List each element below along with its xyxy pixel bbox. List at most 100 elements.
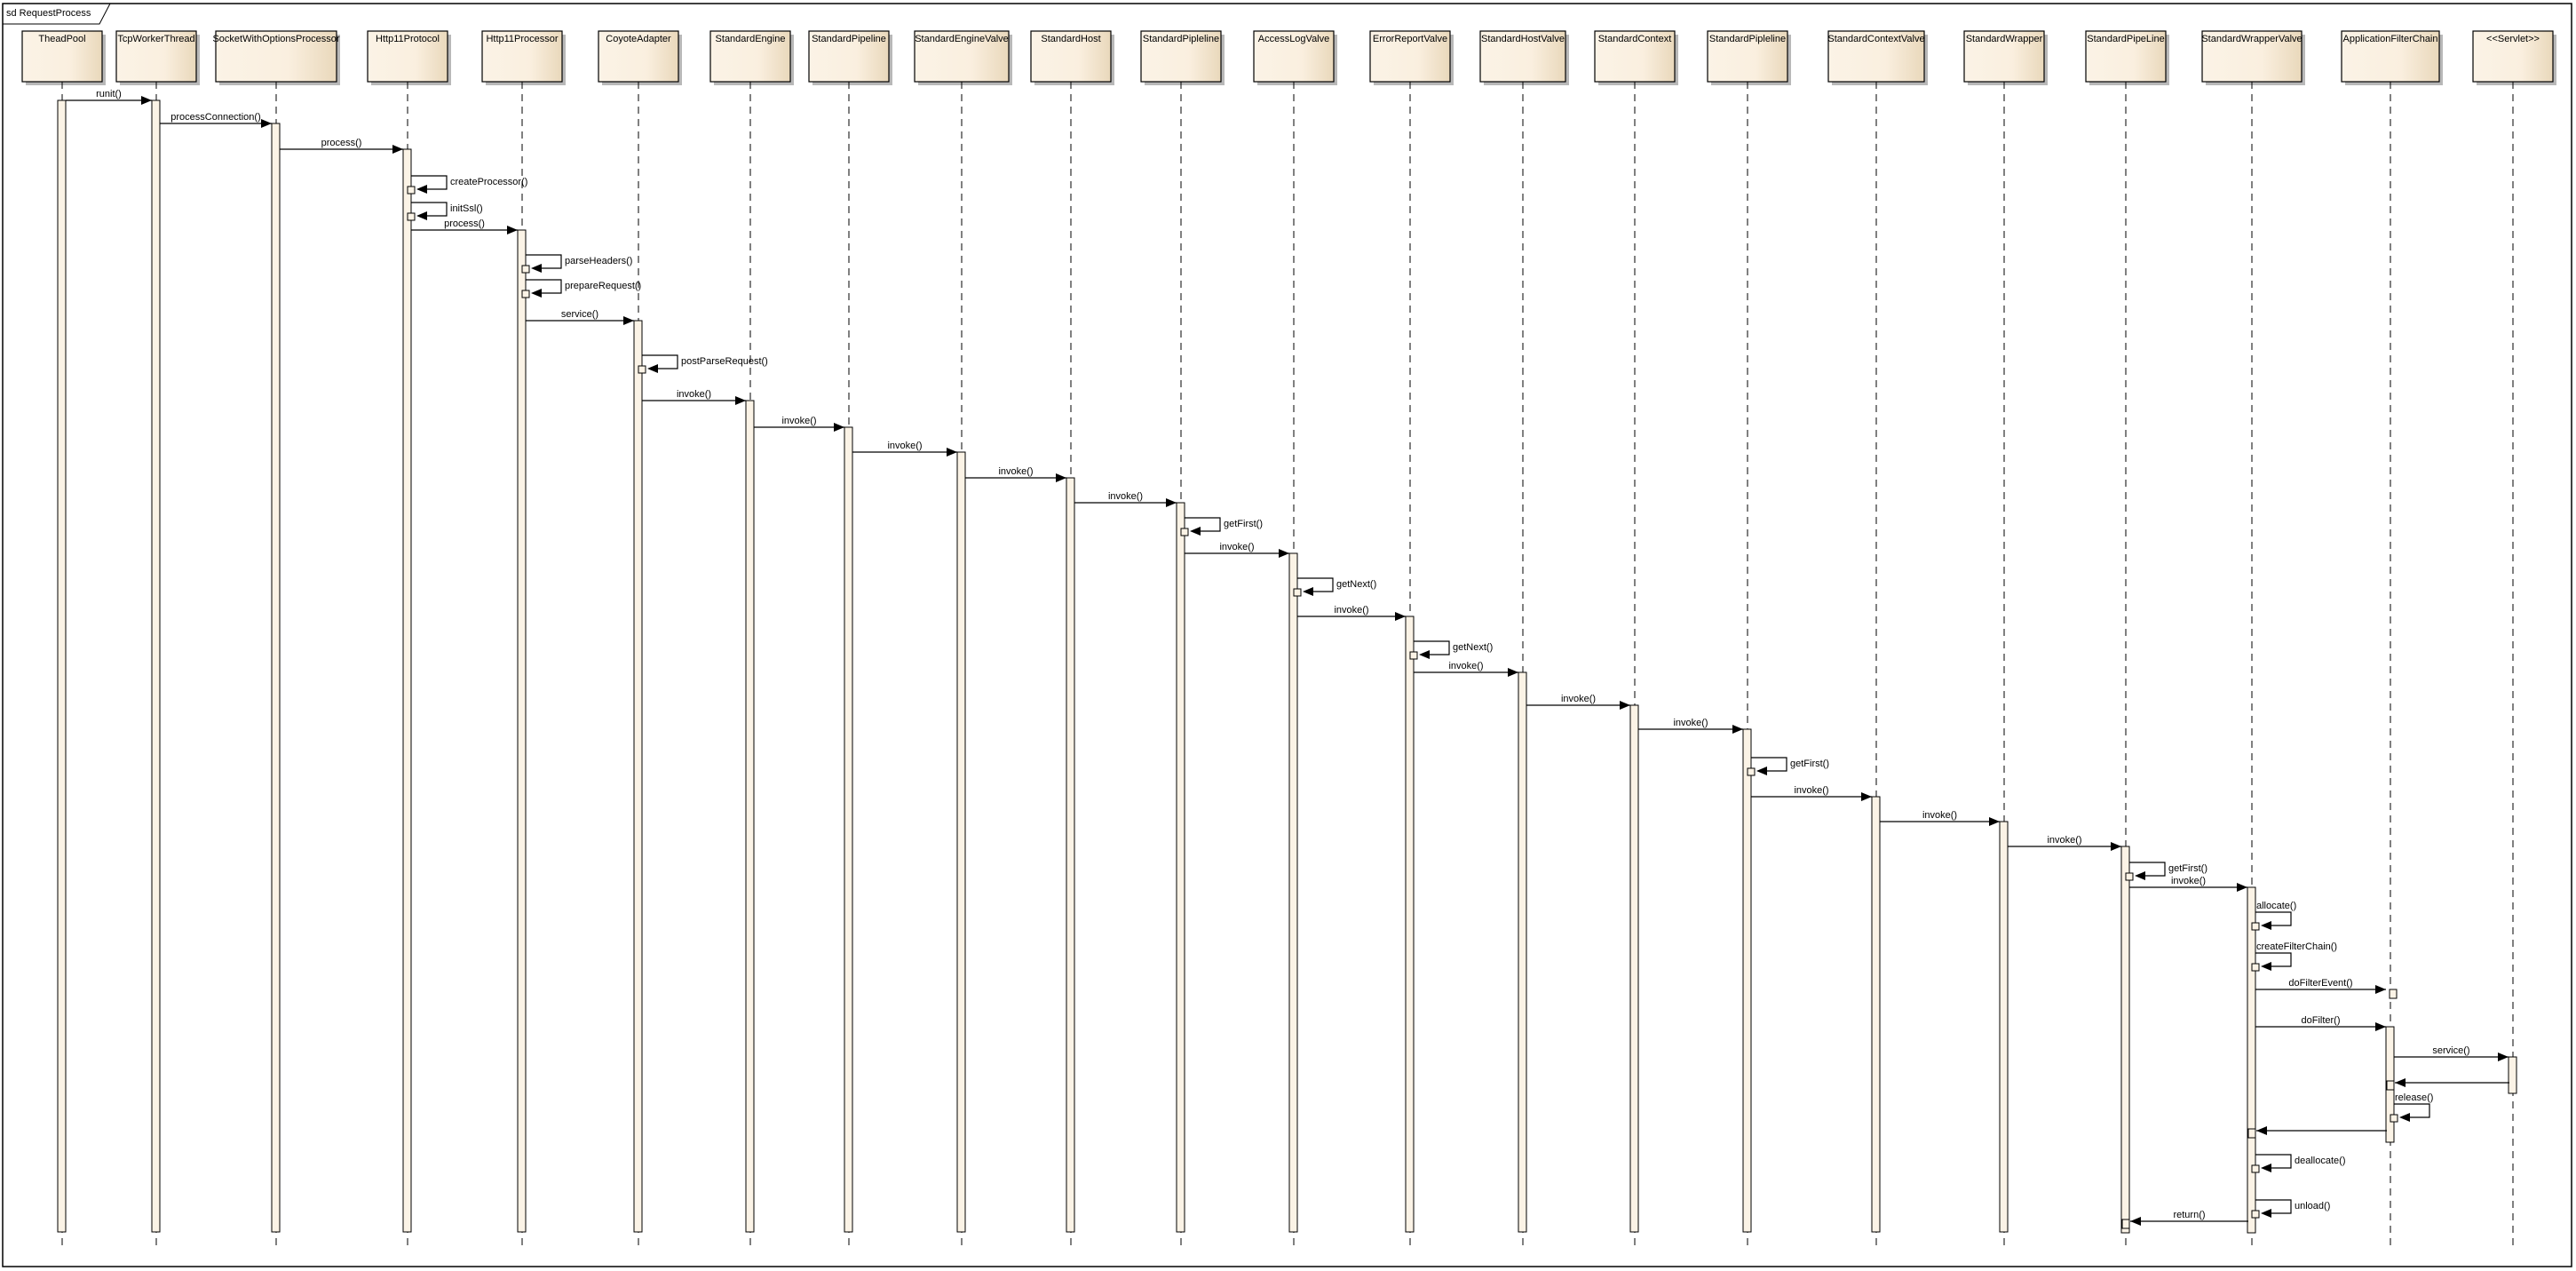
message[interactable]: invoke() <box>1185 542 1289 558</box>
lifeline[interactable]: StandardHostValve <box>1479 30 1569 1245</box>
lifeline-box[interactable] <box>2472 30 2554 83</box>
message[interactable]: invoke() <box>2008 835 2121 851</box>
message[interactable]: service() <box>2394 1045 2509 1061</box>
message[interactable]: invoke() <box>1638 718 1743 734</box>
message[interactable]: doFilterEvent() <box>2255 978 2386 994</box>
self-message-line[interactable] <box>2255 1199 2292 1214</box>
self-message[interactable]: deallocate() <box>2251 1154 2345 1173</box>
self-message[interactable]: getNext() <box>1409 640 1493 660</box>
lifeline[interactable]: StandardWrapper <box>1963 30 2048 1245</box>
self-message[interactable]: createProcessor() <box>407 175 527 195</box>
message[interactable]: invoke() <box>965 466 1066 482</box>
lifeline-box[interactable] <box>481 30 563 83</box>
lifeline-box[interactable] <box>21 30 103 83</box>
self-message-line[interactable] <box>1414 640 1450 655</box>
self-message-line[interactable] <box>2129 862 2166 877</box>
lifeline-box[interactable] <box>2201 30 2303 83</box>
activation-bar <box>1518 671 1527 1233</box>
lifeline-box[interactable] <box>115 30 197 83</box>
lifeline-box[interactable] <box>1253 30 1335 83</box>
self-message-line[interactable] <box>1185 517 1221 532</box>
self-message[interactable]: getFirst() <box>2125 862 2207 881</box>
arrowhead-icon <box>1861 792 1872 801</box>
self-message[interactable]: getNext() <box>1293 577 1376 597</box>
lifeline[interactable]: SocketWithOptionsProcessor <box>212 30 340 1245</box>
self-message[interactable]: parseHeaders() <box>521 254 632 274</box>
message-label: createProcessor() <box>450 177 527 187</box>
message[interactable]: process() <box>411 218 518 234</box>
lifeline[interactable]: StandardContext <box>1594 30 1678 1245</box>
lifeline-box[interactable] <box>1030 30 1112 83</box>
lifeline[interactable]: ApplicationFilterChain <box>2341 30 2443 1245</box>
message[interactable]: invoke() <box>852 441 957 457</box>
message[interactable]: invoke() <box>754 416 844 432</box>
self-message[interactable]: createFilterChain() <box>2251 941 2337 972</box>
message[interactable]: invoke() <box>2129 876 2247 892</box>
lifeline-box[interactable] <box>1594 30 1676 83</box>
self-message-line[interactable] <box>642 354 678 369</box>
lifeline[interactable]: <<Servlet>> <box>2472 30 2556 1245</box>
lifeline-box[interactable] <box>1479 30 1566 83</box>
lifeline[interactable]: StandardEngineValve <box>914 30 1012 1245</box>
self-message-line[interactable] <box>411 175 448 190</box>
self-message[interactable]: getFirst() <box>1747 757 1829 776</box>
lifeline[interactable]: CoyoteAdapter <box>598 30 682 1245</box>
self-message-line[interactable] <box>1751 757 1787 772</box>
self-message-line[interactable] <box>2255 1154 2292 1169</box>
self-message[interactable]: release() <box>2390 1092 2433 1123</box>
message[interactable]: runit() <box>66 89 152 105</box>
self-message-line[interactable] <box>2255 952 2292 967</box>
self-message-line[interactable] <box>411 202 448 217</box>
self-message-line[interactable] <box>526 254 562 269</box>
lifeline-box[interactable] <box>1827 30 1925 83</box>
message[interactable] <box>2247 1126 2387 1139</box>
lifeline[interactable]: StandardWrapperValve <box>2201 30 2305 1245</box>
self-message-line[interactable] <box>1297 577 1334 592</box>
message[interactable]: doFilter() <box>2255 1015 2386 1031</box>
message[interactable]: invoke() <box>1751 785 1872 801</box>
message[interactable]: return() <box>2121 1210 2248 1229</box>
activation-bar <box>2389 989 2398 999</box>
message[interactable]: invoke() <box>1526 694 1630 710</box>
lifeline[interactable]: StandardPipeLine <box>2085 30 2169 1245</box>
message[interactable]: invoke() <box>642 389 746 405</box>
arrowhead-icon <box>2375 985 2386 994</box>
lifeline[interactable]: AccessLogValve <box>1253 30 1337 1245</box>
self-message[interactable]: initSsl() <box>407 202 483 221</box>
lifeline[interactable]: StandardHost <box>1030 30 1114 1245</box>
lifeline-box[interactable] <box>1140 30 1222 83</box>
self-message[interactable]: postParseRequest() <box>638 354 768 374</box>
lifeline-box[interactable] <box>2341 30 2440 83</box>
message[interactable]: service() <box>526 309 634 325</box>
lifeline-box[interactable] <box>367 30 448 83</box>
message-label: invoke() <box>887 441 922 451</box>
self-message-line[interactable] <box>526 279 562 294</box>
message[interactable]: process() <box>280 138 403 154</box>
self-message-line[interactable] <box>2394 1103 2430 1118</box>
message[interactable]: invoke() <box>1074 491 1177 507</box>
self-message[interactable]: allocate() <box>2251 901 2296 931</box>
lifeline-box[interactable] <box>215 30 337 83</box>
self-message[interactable]: getFirst() <box>1180 517 1263 536</box>
lifeline[interactable]: StandardPipeline <box>808 30 892 1245</box>
lifeline[interactable]: StandardPipleline <box>1140 30 1225 1245</box>
self-message-line[interactable] <box>2255 911 2292 926</box>
message[interactable]: processConnection() <box>160 112 272 128</box>
lifeline[interactable]: StandardEngine <box>709 30 794 1245</box>
message[interactable]: invoke() <box>1880 810 2000 826</box>
message[interactable]: invoke() <box>1414 661 1518 677</box>
message[interactable] <box>2386 1078 2509 1091</box>
lifeline[interactable]: Http11Processor <box>481 30 566 1245</box>
message[interactable]: invoke() <box>1297 605 1406 621</box>
lifeline[interactable]: TcpWorkerThread <box>115 30 200 1245</box>
lifeline-box[interactable] <box>1963 30 2045 83</box>
self-message[interactable]: prepareRequest() <box>521 279 641 298</box>
lifeline[interactable]: StandardPipleline <box>1707 30 1791 1245</box>
lifeline-box[interactable] <box>914 30 1010 83</box>
lifeline[interactable]: TheadPool <box>21 30 106 1245</box>
lifeline-box[interactable] <box>709 30 791 83</box>
self-message[interactable]: unload() <box>2251 1199 2330 1219</box>
lifeline[interactable]: Http11Protocol <box>367 30 451 1245</box>
lifeline[interactable]: ErrorReportValve <box>1369 30 1454 1245</box>
lifeline[interactable]: StandardContextValve <box>1827 30 1928 1245</box>
